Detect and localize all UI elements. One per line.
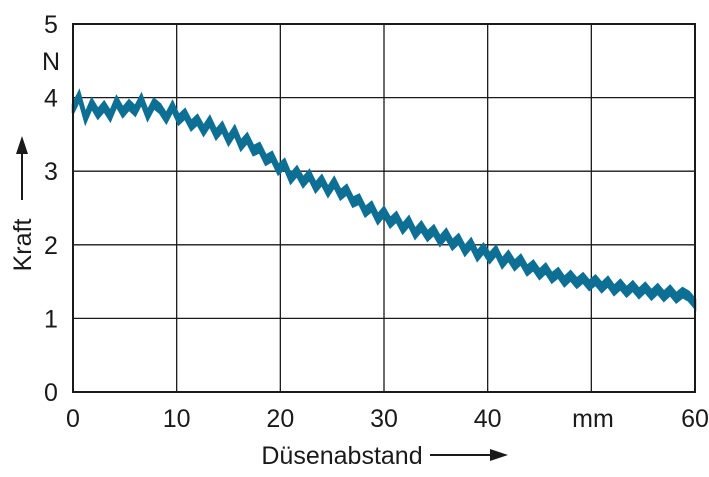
- y-tick-label: 2: [44, 232, 58, 260]
- grid-layer: [73, 24, 695, 392]
- x-tick-label: 40: [474, 405, 502, 433]
- y-tick-label: 1: [44, 305, 58, 333]
- y-axis-label: Kraft: [9, 219, 37, 272]
- x-tick-label: 20: [266, 405, 294, 433]
- y-axis-arrow: [16, 136, 28, 200]
- y-tick-label: 0: [44, 379, 58, 407]
- x-tick-label: 60: [681, 405, 709, 433]
- plot-frame: [72, 23, 696, 393]
- x-axis-arrow: [430, 449, 508, 461]
- y-tick-label: 3: [44, 158, 58, 186]
- tick-labels: 0 10 20 30 40 60 0 1 2 3 4 5: [44, 11, 709, 433]
- x-tick-label: 10: [163, 405, 191, 433]
- y-unit-label: N: [42, 48, 60, 76]
- x-tick-label: 30: [370, 405, 398, 433]
- x-unit-label: mm: [572, 405, 614, 433]
- x-axis-label: Düsenabstand: [261, 442, 422, 470]
- x-tick-label: 0: [66, 405, 80, 433]
- y-tick-label: 4: [44, 85, 58, 113]
- y-tick-label: 5: [44, 11, 58, 39]
